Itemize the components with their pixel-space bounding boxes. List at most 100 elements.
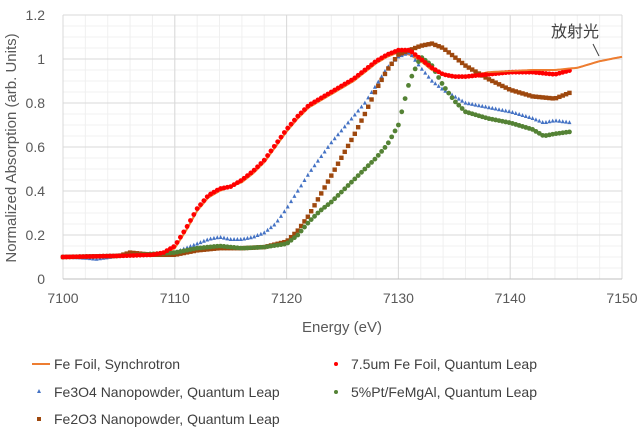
data-point (238, 178, 244, 184)
data-point (268, 225, 273, 230)
data-point (500, 107, 505, 112)
data-point (278, 134, 284, 140)
data-point (232, 237, 237, 241)
data-point (346, 120, 351, 125)
data-point (527, 115, 532, 120)
data-point (392, 57, 398, 62)
data-point (493, 80, 498, 85)
data-point (510, 110, 515, 115)
x-tick-label: 7130 (383, 290, 414, 306)
data-point (412, 52, 418, 57)
data-point (298, 110, 304, 116)
data-point (288, 235, 294, 240)
data-point (567, 120, 572, 125)
data-point (366, 95, 371, 100)
y-tick-label: 1.2 (26, 7, 46, 23)
data-point (517, 112, 522, 117)
data-point (97, 253, 103, 259)
data-point (201, 238, 206, 243)
data-point (409, 73, 415, 79)
data-point (429, 78, 434, 83)
x-tick-label: 7150 (606, 290, 637, 306)
data-point (174, 240, 180, 245)
data-point (413, 57, 418, 62)
data-point (423, 42, 428, 48)
data-point (389, 134, 395, 140)
data-point (329, 173, 334, 178)
data-point (305, 220, 311, 226)
data-point (352, 131, 357, 136)
data-point (328, 199, 334, 205)
data-point (399, 47, 405, 53)
data-point (446, 50, 451, 55)
data-point (271, 143, 277, 149)
data-point (305, 172, 310, 177)
data-point (369, 97, 374, 102)
data-point (342, 186, 348, 192)
data-point (362, 67, 368, 73)
data-point (409, 53, 414, 58)
data-point (84, 254, 89, 259)
data-point (530, 94, 535, 99)
data-point (442, 86, 448, 91)
data-point (141, 252, 146, 258)
data-point (520, 91, 525, 96)
data-point (543, 119, 548, 124)
legend-label: Fe Foil, Synchrotron (54, 356, 181, 372)
data-point (352, 75, 358, 81)
data-point (436, 83, 441, 88)
data-point (463, 100, 468, 105)
data-point (325, 144, 330, 149)
data-point (563, 92, 569, 97)
data-point (449, 52, 455, 58)
series-fe-foil-synchrotron-overlay (487, 56, 623, 73)
data-point (456, 74, 462, 79)
data-point (312, 163, 317, 168)
data-point (355, 125, 361, 130)
series-7-5um-fe-foil-quantum-leap (60, 47, 572, 260)
data-point (459, 74, 465, 79)
data-point (423, 70, 428, 75)
data-point (523, 92, 529, 97)
data-point (338, 189, 344, 195)
data-point (305, 214, 311, 219)
data-point (302, 107, 307, 112)
data-point (349, 116, 354, 121)
data-point (77, 254, 83, 260)
data-point (114, 253, 120, 259)
data-point (225, 236, 230, 241)
legend-label: 7.5um Fe Foil, Quantum Leap (351, 356, 537, 372)
data-point (335, 161, 341, 166)
annotation-label: 放射光 (551, 22, 599, 41)
data-point (288, 121, 294, 127)
data-point (537, 94, 542, 100)
data-point (332, 167, 337, 172)
data-point (339, 155, 344, 160)
data-point (275, 218, 280, 223)
data-point (285, 204, 290, 209)
data-point (325, 202, 331, 208)
data-point (560, 93, 565, 98)
x-tick-label: 7100 (47, 290, 78, 306)
data-point (100, 253, 106, 259)
data-point (288, 237, 294, 243)
y-tick-label: 0.4 (26, 183, 46, 199)
data-point (242, 236, 247, 241)
data-point (312, 203, 317, 208)
data-point (453, 55, 458, 60)
data-point (359, 118, 364, 123)
data-point (255, 164, 260, 170)
data-point (349, 179, 354, 185)
data-point (537, 118, 542, 123)
legend-item-fe3o4: Fe3O4 Nanopowder, Quantum Leap (30, 384, 280, 400)
tick-labels: 7100 7110 7120 7130 7140 7150 0 0.2 0.4 0.6 0.8 1 1.… (26, 7, 638, 306)
data-point (376, 79, 381, 84)
data-point (540, 95, 545, 100)
plot-area (60, 41, 623, 261)
legend-item-fe-foil-synchrotron: Fe Foil, Synchrotron (30, 356, 180, 372)
data-point (255, 233, 260, 238)
data-point (281, 130, 287, 135)
data-point (433, 42, 438, 48)
data-point (426, 74, 431, 79)
data-point (298, 228, 304, 234)
